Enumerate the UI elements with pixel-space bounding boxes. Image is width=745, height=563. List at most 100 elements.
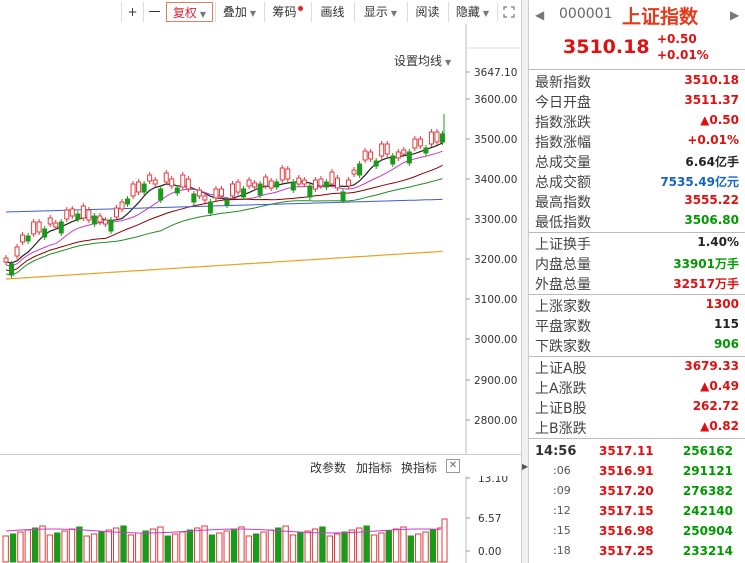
quote-value: 906	[713, 337, 739, 351]
volume-bar	[149, 528, 157, 563]
candle	[102, 219, 108, 225]
volume-bar	[422, 531, 429, 563]
quote-value: +0.01%	[687, 133, 739, 147]
edit-params-button[interactable]: 改参数	[310, 461, 347, 475]
volume-bar	[39, 525, 46, 563]
ma60-line	[5, 198, 443, 213]
quote-label: 上证A股	[535, 361, 587, 377]
draw-line-button[interactable]: 画线	[311, 2, 353, 22]
ma30-line	[5, 178, 443, 276]
quote-row: 内盘总量 33901万手	[529, 253, 745, 273]
candle	[114, 207, 119, 218]
zoom-out-button[interactable]: 一	[143, 2, 165, 22]
chips-label: 筹码	[272, 5, 297, 19]
expand-icon[interactable]	[497, 2, 519, 22]
switch-indicator-button[interactable]: 换指标	[401, 461, 438, 475]
panel-splitter[interactable]	[521, 0, 529, 563]
candle	[346, 179, 352, 187]
zoom-in-button[interactable]: +	[121, 2, 143, 22]
candle	[224, 199, 230, 206]
candle	[368, 151, 374, 160]
candle	[395, 151, 401, 159]
candle	[69, 208, 75, 217]
quote-value: 3510.18	[684, 73, 739, 87]
read-button[interactable]: 阅读	[407, 2, 447, 22]
quote-value: ▲0.49	[700, 379, 739, 393]
volume-bar	[157, 526, 164, 563]
y-tick-label: 3400.00	[474, 174, 517, 186]
volume-bar	[223, 530, 230, 563]
candle	[213, 188, 219, 199]
hide-button[interactable]: 隐藏 ▼	[448, 2, 496, 22]
prev-stock-icon[interactable]: ◀	[535, 8, 545, 22]
volume-bar	[230, 528, 238, 563]
candle	[163, 172, 169, 183]
ma10-line	[5, 150, 443, 267]
close-icon[interactable]: ✕	[446, 459, 460, 473]
overlay-label: 叠加	[222, 5, 247, 19]
quote-row: 上A涨跌 ▲0.49	[529, 377, 745, 397]
collapse-arrow-icon[interactable]: ▶	[522, 462, 529, 471]
volume-bar	[363, 525, 370, 563]
add-indicator-button[interactable]: 加指标	[356, 461, 393, 475]
volume-bar	[179, 531, 186, 563]
candle	[279, 167, 285, 181]
volume-bar	[341, 531, 348, 563]
quote-value: 3511.37	[684, 93, 739, 107]
volume-bar	[348, 529, 356, 563]
quote-row: 外盘总量 32517万手	[529, 273, 745, 293]
tick-price: 3516.98	[599, 524, 654, 538]
quote-row: 上证A股 3679.33	[529, 357, 745, 377]
tick-time: 14:56	[535, 444, 577, 459]
candle	[202, 195, 208, 201]
notification-dot-icon	[297, 6, 303, 11]
adjust-button[interactable]: 复权 ▼	[166, 2, 213, 22]
price-change-pct: +0.01%	[657, 48, 709, 62]
kline-chart[interactable]: 3647.10 3600.00 3500.00 3400.00 3300.00 3200.…	[0, 24, 521, 454]
chips-button[interactable]: 筹码	[264, 2, 310, 22]
volume-bar	[415, 533, 422, 563]
candle	[14, 246, 20, 257]
candle	[235, 181, 241, 193]
volume-chart[interactable]: 13.10 6.57 0.00	[0, 476, 521, 563]
quote-row: 上涨家数 1300	[529, 295, 745, 315]
quote-value: 3506.80	[684, 213, 739, 227]
candle	[53, 222, 59, 228]
candle	[373, 160, 379, 167]
overlay-button[interactable]: 叠加 ▼	[215, 2, 263, 22]
candle	[301, 179, 307, 185]
candle	[263, 176, 269, 187]
ma-setting-button[interactable]: 设置均线 ▼	[394, 52, 451, 69]
volume-tick-label: 0.00	[478, 546, 501, 558]
volume-bar	[311, 528, 319, 563]
quote-row: 上B涨跌 ▲0.82	[529, 417, 745, 437]
quote-label: 总成交量	[535, 155, 591, 171]
y-tick-label: 3647.10	[474, 67, 517, 79]
candle	[384, 143, 390, 155]
candle	[91, 215, 97, 225]
candle	[75, 213, 81, 220]
volume-bar	[201, 525, 208, 563]
candle	[340, 191, 346, 201]
display-label: 显示	[363, 5, 388, 19]
candle	[64, 209, 70, 220]
hide-label: 隐藏	[455, 5, 480, 19]
quote-row: 上证换手 1.40%	[529, 233, 745, 253]
volume-bar	[216, 532, 223, 563]
next-stock-icon[interactable]: ▶	[730, 8, 740, 22]
display-button[interactable]: 显示 ▼	[354, 2, 406, 22]
candle	[158, 188, 164, 201]
candle	[230, 183, 236, 197]
volume-bar	[297, 532, 304, 563]
tick-time: :18	[553, 544, 571, 557]
kline-svg: 3647.10 3600.00 3500.00 3400.00 3300.00 3200.…	[3, 24, 521, 454]
chevron-down-icon: ▼	[482, 9, 490, 18]
quote-value: 6.64亿手	[685, 155, 739, 169]
tick-price: 3517.11	[599, 444, 654, 458]
tick-time: :12	[553, 504, 571, 517]
quote-row: 今日开盘 3511.37	[529, 91, 745, 111]
candle	[196, 189, 202, 197]
quote-row: 指数涨跌 ▲0.50	[529, 111, 745, 131]
candle	[191, 193, 197, 203]
